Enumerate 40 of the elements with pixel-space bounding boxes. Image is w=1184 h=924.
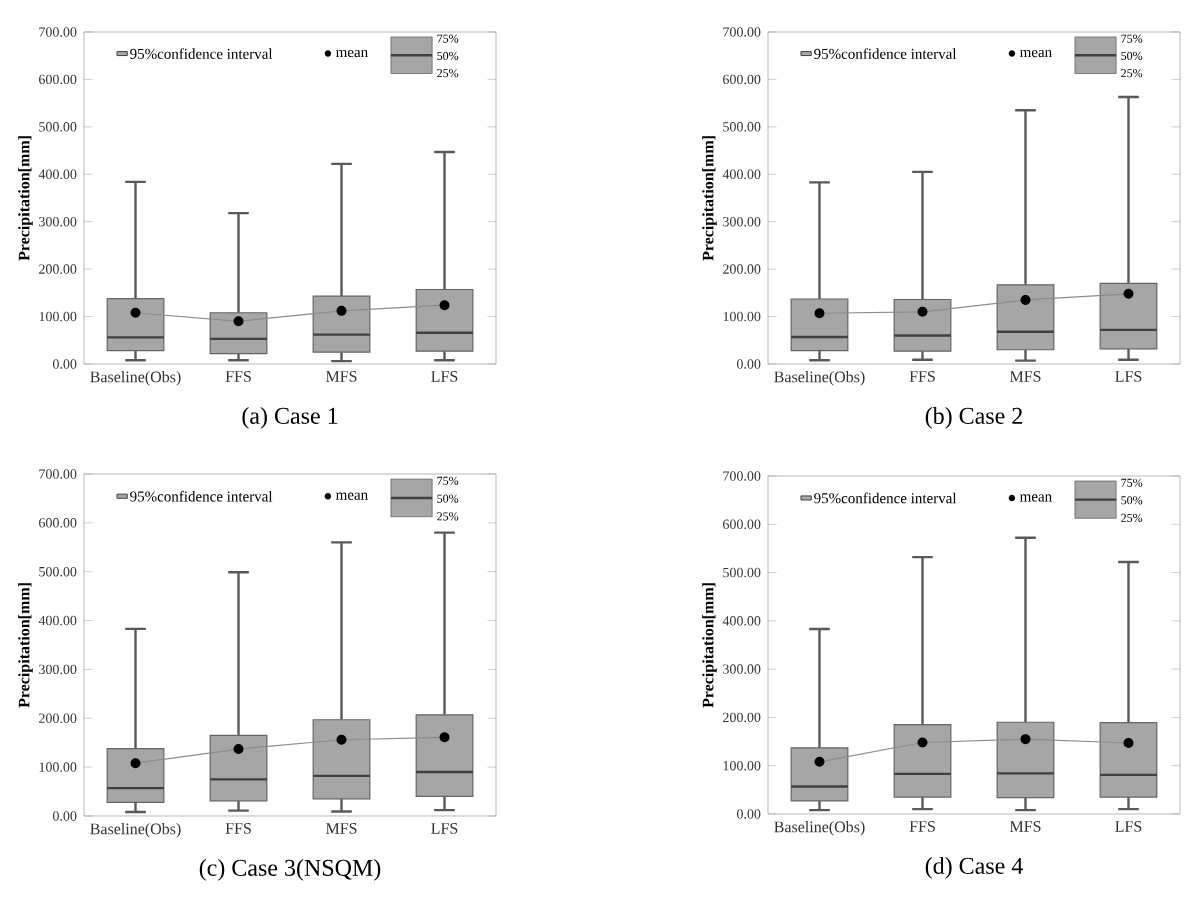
point [917, 306, 928, 317]
point [439, 300, 450, 311]
point [1123, 288, 1134, 299]
point [814, 308, 825, 319]
x-tick-label: FFS [909, 371, 935, 382]
x-tick-label: LFS [1115, 821, 1142, 832]
text: (c) Case 3(NSQM) [199, 859, 381, 881]
x-tick-label: Baseline(Obs) [774, 371, 865, 386]
point [130, 307, 141, 318]
y-axis-title: Precipitation[mm] [702, 136, 717, 261]
x-tick-label: MFS [325, 371, 357, 382]
point [233, 744, 244, 755]
y-axis-title: Precipitation[mm] [702, 583, 717, 708]
x-tick-label: FFS [225, 823, 251, 834]
x-tick-label: MFS [325, 823, 357, 834]
x-tick-label: Baseline(Obs) [774, 821, 865, 836]
y-axis-title: Precipitation[mm] [18, 136, 33, 261]
text: (a) Case 1 [242, 407, 338, 429]
x-tick-label: MFS [1009, 371, 1041, 382]
x-tick-label: FFS [909, 821, 935, 832]
y-axis-title: Precipitation[mm] [18, 583, 33, 708]
point [814, 756, 825, 767]
x-tick-label: MFS [1009, 821, 1041, 832]
point [336, 305, 347, 316]
point [1020, 734, 1031, 745]
point [917, 737, 928, 748]
point [336, 734, 347, 745]
point [1020, 294, 1031, 305]
point [233, 316, 244, 327]
x-tick-label: FFS [225, 371, 251, 382]
x-tick-label: LFS [431, 371, 458, 382]
x-tick-label: LFS [1115, 371, 1142, 382]
x-tick-label: Baseline(Obs) [90, 371, 181, 386]
x-tick-label: LFS [431, 823, 458, 834]
point [1123, 738, 1134, 748]
text: (d) Case 4 [925, 857, 1023, 879]
point [439, 732, 450, 743]
x-tick-label: Baseline(Obs) [90, 823, 181, 838]
point [130, 758, 141, 769]
text: (b) Case 2 [925, 407, 1022, 429]
